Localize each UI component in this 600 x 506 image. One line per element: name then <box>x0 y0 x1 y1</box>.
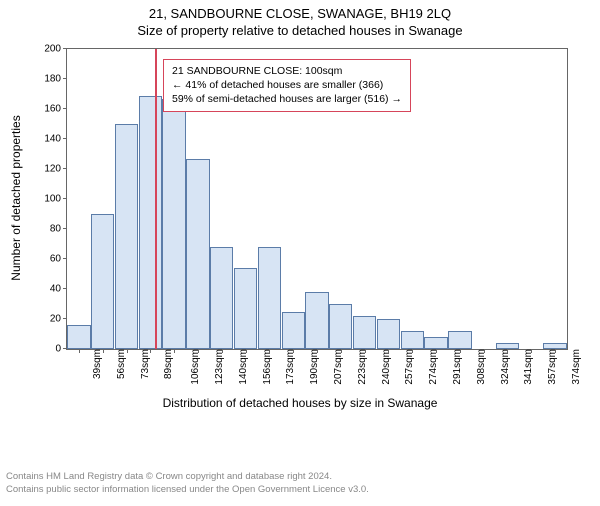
x-tick-mark <box>317 349 318 353</box>
x-tick-mark <box>341 349 342 353</box>
bar <box>448 331 471 349</box>
x-tick: 173sqm <box>283 349 296 385</box>
bar <box>329 304 352 349</box>
y-tick: 40 <box>50 284 67 295</box>
annotation-box: 21 SANDBOURNE CLOSE: 100sqm← 41% of deta… <box>163 59 411 112</box>
bar <box>353 316 376 349</box>
x-tick-mark <box>222 349 223 353</box>
x-tick: 324sqm <box>497 349 510 385</box>
x-tick: 240sqm <box>378 349 391 385</box>
x-tick-mark <box>460 349 461 353</box>
x-tick: 73sqm <box>138 349 151 379</box>
annotation-line: 21 SANDBOURNE CLOSE: 100sqm <box>172 64 402 78</box>
x-tick-mark <box>388 349 389 353</box>
x-tick: 357sqm <box>545 349 558 385</box>
x-tick-mark <box>246 349 247 353</box>
x-tick-mark <box>484 349 485 353</box>
x-tick: 56sqm <box>114 349 127 379</box>
bar <box>258 247 281 349</box>
x-axis-label: Distribution of detached houses by size … <box>163 396 438 410</box>
marker-line <box>155 49 157 349</box>
bar <box>115 124 138 349</box>
x-tick-mark <box>412 349 413 353</box>
x-tick: 257sqm <box>402 349 415 385</box>
x-tick-mark <box>174 349 175 353</box>
x-tick: 39sqm <box>90 349 103 379</box>
x-tick: 123sqm <box>212 349 225 385</box>
y-tick: 120 <box>44 164 67 175</box>
footer: Contains HM Land Registry data © Crown c… <box>0 471 600 496</box>
y-tick: 80 <box>50 224 67 235</box>
x-tick: 89sqm <box>161 349 174 379</box>
bar <box>282 312 305 350</box>
annotation-line: ← 41% of detached houses are smaller (36… <box>172 78 402 92</box>
y-tick-mark <box>63 108 67 109</box>
x-tick-mark <box>198 349 199 353</box>
x-tick-mark <box>436 349 437 353</box>
x-tick: 341sqm <box>521 349 534 385</box>
y-tick-mark <box>63 168 67 169</box>
y-tick-mark <box>63 318 67 319</box>
x-tick: 274sqm <box>426 349 439 385</box>
bar <box>401 331 424 349</box>
y-tick: 160 <box>44 104 67 115</box>
y-tick: 200 <box>44 44 67 55</box>
x-tick: 156sqm <box>259 349 272 385</box>
plot-area: 02040608010012014016018020039sqm56sqm73s… <box>66 48 568 350</box>
annotation-line: 59% of semi-detached houses are larger (… <box>172 92 402 106</box>
x-tick-mark <box>150 349 151 353</box>
y-tick-mark <box>63 138 67 139</box>
bar <box>162 99 185 350</box>
bar <box>424 337 447 349</box>
y-tick: 140 <box>44 134 67 145</box>
y-tick: 100 <box>44 194 67 205</box>
bar <box>91 214 114 349</box>
x-tick-mark <box>293 349 294 353</box>
y-tick: 60 <box>50 254 67 265</box>
x-tick: 140sqm <box>236 349 249 385</box>
y-tick-mark <box>63 228 67 229</box>
x-tick-mark <box>531 349 532 353</box>
x-tick-mark <box>269 349 270 353</box>
bar <box>67 325 90 349</box>
x-tick-mark <box>365 349 366 353</box>
x-tick: 374sqm <box>569 349 582 385</box>
x-tick-mark <box>79 349 80 353</box>
y-tick-mark <box>63 198 67 199</box>
x-tick-mark <box>555 349 556 353</box>
x-tick: 207sqm <box>331 349 344 385</box>
x-tick: 223sqm <box>355 349 368 385</box>
bar <box>234 268 257 349</box>
chart-container: Number of detached properties 0204060801… <box>20 42 580 412</box>
y-tick: 20 <box>50 314 67 325</box>
x-tick: 308sqm <box>474 349 487 385</box>
x-tick-mark <box>507 349 508 353</box>
y-tick-mark <box>63 48 67 49</box>
x-tick: 190sqm <box>307 349 320 385</box>
y-axis-label: Number of detached properties <box>9 115 23 280</box>
x-tick-mark <box>127 349 128 353</box>
footer-line-1: Contains HM Land Registry data © Crown c… <box>6 471 600 483</box>
subtitle: Size of property relative to detached ho… <box>0 23 600 38</box>
bar <box>377 319 400 349</box>
y-tick: 0 <box>55 344 67 355</box>
bar <box>186 159 209 350</box>
footer-line-2: Contains public sector information licen… <box>6 484 600 496</box>
x-tick: 291sqm <box>450 349 463 385</box>
x-tick: 106sqm <box>188 349 201 385</box>
y-tick-mark <box>63 288 67 289</box>
bar <box>305 292 328 349</box>
bar <box>210 247 233 349</box>
y-tick-mark <box>63 258 67 259</box>
y-tick: 180 <box>44 74 67 85</box>
y-tick-mark <box>63 78 67 79</box>
page-title: 21, SANDBOURNE CLOSE, SWANAGE, BH19 2LQ <box>0 6 600 21</box>
bar <box>139 96 162 350</box>
x-tick-mark <box>103 349 104 353</box>
